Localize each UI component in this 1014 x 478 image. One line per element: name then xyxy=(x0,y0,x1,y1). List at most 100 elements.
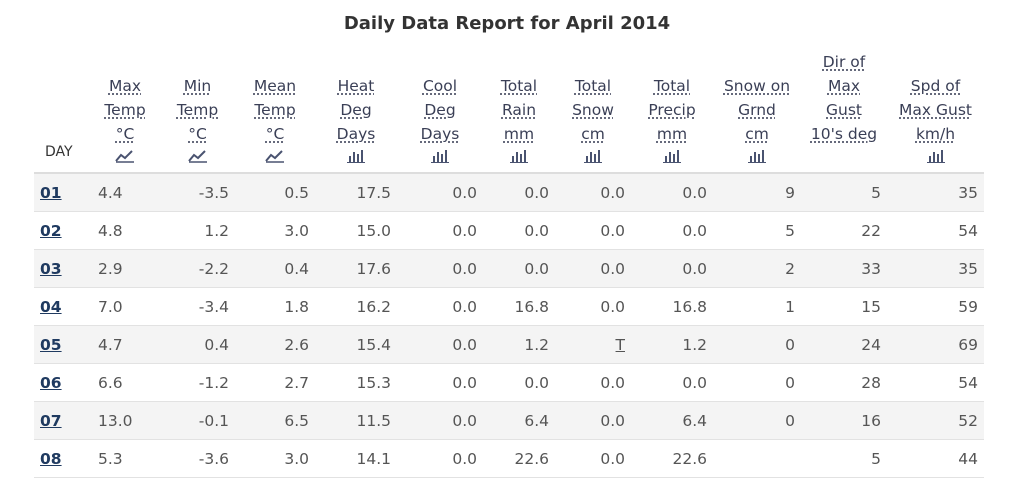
cell-dir: 15 xyxy=(801,287,887,326)
cell-rain: 0.0 xyxy=(483,363,555,402)
cell-min: -2.2 xyxy=(160,249,235,288)
cell-cool: 0.0 xyxy=(397,325,483,364)
column-header-label: Total xyxy=(574,77,612,95)
column-header-dir[interactable]: Dir of Max Gust 10's deg xyxy=(801,50,887,174)
cell-heat: 17.6 xyxy=(315,249,397,288)
cell-max: 2.9 xyxy=(90,249,160,288)
line-chart-icon[interactable] xyxy=(90,146,160,164)
day-link[interactable]: 01 xyxy=(34,173,90,212)
column-header-heat[interactable]: Heat Deg Days xyxy=(315,50,397,174)
table-row: 04 7.0 -3.4 1.8 16.2 0.0 16.8 0.0 16.8 1 15 59 xyxy=(34,287,984,326)
cell-max: 5.3 xyxy=(90,439,160,478)
cell-rain: 6.4 xyxy=(483,401,555,440)
day-link[interactable]: 06 xyxy=(34,363,90,402)
line-chart-icon[interactable] xyxy=(160,146,235,164)
day-link[interactable]: 08 xyxy=(34,439,90,478)
cell-snow: 0.0 xyxy=(555,249,631,288)
cell-max: 7.0 xyxy=(90,287,160,326)
cell-rain: 0.0 xyxy=(483,249,555,288)
cell-dir: 22 xyxy=(801,211,887,250)
cell-cool: 0.0 xyxy=(397,287,483,326)
table-row: 01 4.4 -3.5 0.5 17.5 0.0 0.0 0.0 0.0 9 5 35 xyxy=(34,173,984,212)
cell-heat: 15.3 xyxy=(315,363,397,402)
cell-rain: 1.2 xyxy=(483,325,555,364)
column-header-cool[interactable]: Cool Deg Days xyxy=(397,50,483,174)
column-header-label: Heat xyxy=(337,77,375,95)
column-header-label: 10's deg xyxy=(810,125,878,143)
column-header-label: Temp xyxy=(254,101,296,119)
cell-grnd: 5 xyxy=(713,211,801,250)
column-header-label: °C xyxy=(115,125,135,143)
column-header-min[interactable]: Min Temp °C xyxy=(160,50,235,174)
cell-snow[interactable]: T xyxy=(555,325,631,364)
column-header-rain[interactable]: Total Rain mm xyxy=(483,50,555,174)
column-header-day: DAY xyxy=(34,50,90,174)
cell-cool: 0.0 xyxy=(397,401,483,440)
cell-rain: 0.0 xyxy=(483,173,555,212)
cell-spd: 44 xyxy=(887,439,984,478)
column-header-label: mm xyxy=(503,125,535,143)
cell-snow: 0.0 xyxy=(555,287,631,326)
day-link[interactable]: 03 xyxy=(34,249,90,288)
cell-snow: 0.0 xyxy=(555,439,631,478)
bar-chart-icon[interactable] xyxy=(887,146,984,164)
bar-chart-icon[interactable] xyxy=(555,146,631,164)
bar-chart-icon[interactable] xyxy=(631,146,713,164)
cell-precip: 1.2 xyxy=(631,325,713,364)
column-header-label: mm xyxy=(656,125,688,143)
cell-spd: 69 xyxy=(887,325,984,364)
column-header-label: Precip xyxy=(648,101,696,119)
cell-min: -3.6 xyxy=(160,439,235,478)
cell-cool: 0.0 xyxy=(397,249,483,288)
line-chart-icon[interactable] xyxy=(235,146,315,164)
column-header-snow[interactable]: Total Snow cm xyxy=(555,50,631,174)
bar-chart-icon[interactable] xyxy=(713,146,801,164)
cell-min: 1.2 xyxy=(160,211,235,250)
bar-chart-icon[interactable] xyxy=(483,146,555,164)
cell-dir: 16 xyxy=(801,401,887,440)
cell-max: 4.4 xyxy=(90,173,160,212)
cell-min: -1.2 xyxy=(160,363,235,402)
cell-grnd: 2 xyxy=(713,249,801,288)
day-link[interactable]: 05 xyxy=(34,325,90,364)
cell-snow: 0.0 xyxy=(555,363,631,402)
column-header-precip[interactable]: Total Precip mm xyxy=(631,50,713,174)
cell-precip: 0.0 xyxy=(631,363,713,402)
table-row: 06 6.6 -1.2 2.7 15.3 0.0 0.0 0.0 0.0 0 28 54 xyxy=(34,363,984,402)
table-header-row: DAY Max Temp °C Min Temp °C Mean Temp °C Heat Deg Da… xyxy=(34,50,984,174)
cell-cool: 0.0 xyxy=(397,211,483,250)
column-header-spd[interactable]: Spd of Max Gust km/h xyxy=(887,50,984,174)
cell-mean: 3.0 xyxy=(235,211,315,250)
column-header-label: Max Gust xyxy=(899,101,972,119)
cell-dir: 24 xyxy=(801,325,887,364)
table-row: 08 5.3 -3.6 3.0 14.1 0.0 22.6 0.0 22.6 5 44 xyxy=(34,439,984,478)
column-header-max[interactable]: Max Temp °C xyxy=(90,50,160,174)
cell-mean: 3.0 xyxy=(235,439,315,478)
cell-precip: 0.0 xyxy=(631,173,713,212)
cell-snow: 0.0 xyxy=(555,211,631,250)
day-link[interactable]: 07 xyxy=(34,401,90,440)
cell-cool: 0.0 xyxy=(397,439,483,478)
day-link[interactable]: 04 xyxy=(34,287,90,326)
table-row: 03 2.9 -2.2 0.4 17.6 0.0 0.0 0.0 0.0 2 33 35 xyxy=(34,249,984,288)
column-header-label: Total xyxy=(653,77,691,95)
cell-dir: 5 xyxy=(801,173,887,212)
column-header-label: Gust xyxy=(826,101,862,119)
cell-precip: 16.8 xyxy=(631,287,713,326)
day-link[interactable]: 02 xyxy=(34,211,90,250)
bar-chart-icon[interactable] xyxy=(315,146,397,164)
cell-max: 4.7 xyxy=(90,325,160,364)
cell-spd: 54 xyxy=(887,211,984,250)
cell-max: 4.8 xyxy=(90,211,160,250)
bar-chart-icon[interactable] xyxy=(397,146,483,164)
column-header-mean[interactable]: Mean Temp °C xyxy=(235,50,315,174)
column-header-label: Deg xyxy=(424,101,456,119)
cell-spd: 52 xyxy=(887,401,984,440)
column-header-label: Temp xyxy=(176,101,219,119)
table-body: 01 4.4 -3.5 0.5 17.5 0.0 0.0 0.0 0.0 9 5 35 02 4.8 1.2… xyxy=(34,173,984,478)
cell-snow: 0.0 xyxy=(555,173,631,212)
cell-heat: 15.4 xyxy=(315,325,397,364)
cell-heat: 14.1 xyxy=(315,439,397,478)
cell-mean: 2.7 xyxy=(235,363,315,402)
column-header-grnd[interactable]: Snow on Grnd cm xyxy=(713,50,801,174)
